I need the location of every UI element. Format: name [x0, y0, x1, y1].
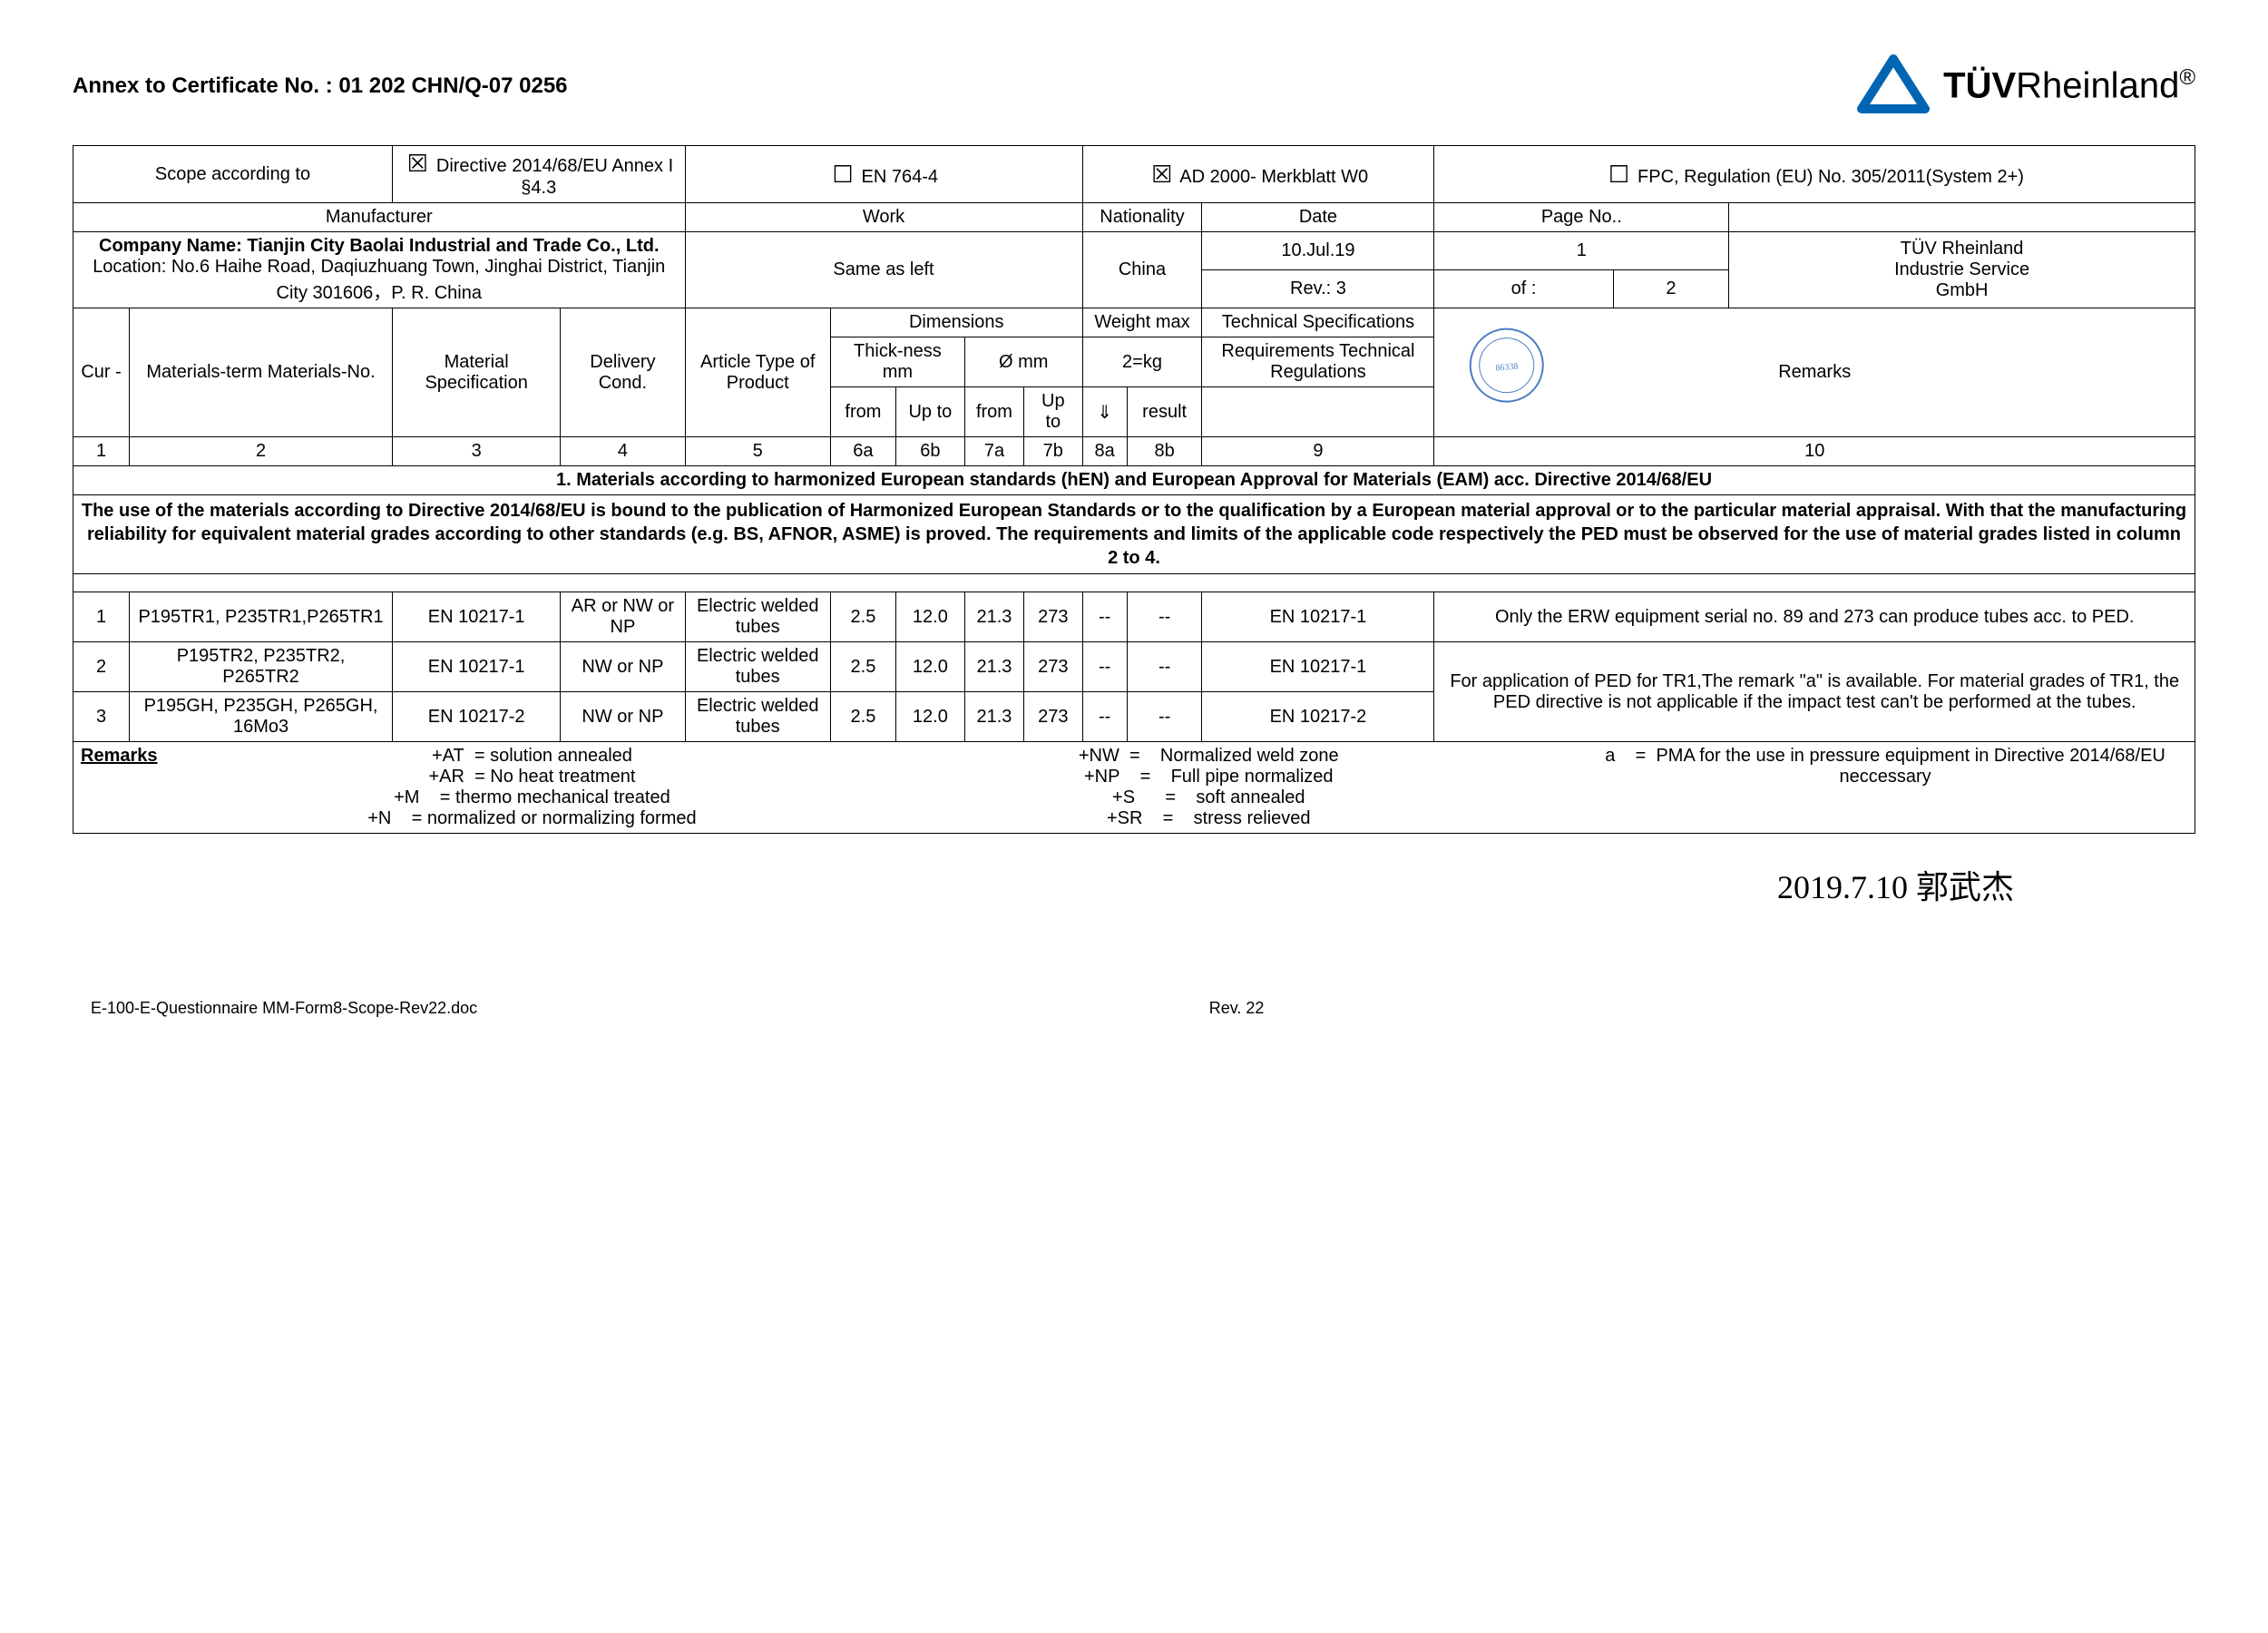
h-nationality: Nationality: [1082, 203, 1202, 232]
h-work: Work: [685, 203, 1082, 232]
ch-delivery: Delivery Cond.: [561, 308, 685, 437]
checkbox-icon: ☐: [1605, 161, 1632, 189]
scope-opt4: ☐ FPC, Regulation (EU) No. 305/2011(Syst…: [1434, 146, 2195, 203]
ch-upto1: Up to: [895, 387, 964, 437]
checkbox-checked-icon: ☒: [1149, 161, 1176, 189]
annex-title: Annex to Certificate No. : 01 202 CHN/Q-…: [73, 73, 568, 99]
nationality-cell: China: [1082, 232, 1202, 308]
ch-dimensions: Dimensions: [830, 308, 1082, 337]
col-header-row1: Cur - Materials-term Materials-No. Mater…: [73, 308, 2195, 337]
section-note: The use of the materials according to Di…: [73, 495, 2195, 574]
date-cell: 10.Jul.19: [1202, 232, 1434, 270]
ch-down: ⇓: [1082, 387, 1127, 437]
cn-8b: 8b: [1127, 437, 1202, 466]
tuv-logo: TÜVRheinland®: [1857, 54, 2195, 118]
legend-col1: +AT = solution annealed +AR = No heat tr…: [230, 746, 835, 829]
signature-text: 2019.7.10 郭武杰: [73, 861, 2195, 908]
info-values-row: Company Name: Tianjin City Baolai Indust…: [73, 232, 2195, 270]
ch-cur: Cur -: [73, 308, 130, 437]
spacer-row: [73, 574, 2195, 592]
ch-thickness: Thick-ness mm: [830, 337, 964, 387]
col-numbers-row: 1 2 3 4 5 6a 6b 7a 7b 8a 8b 9 10: [73, 437, 2195, 466]
of-label: of :: [1434, 270, 1613, 308]
manufacturer-cell: Company Name: Tianjin City Baolai Indust…: [73, 232, 686, 308]
cn-2: 2: [130, 437, 393, 466]
footer: E-100-E-Questionnaire MM-Form8-Scope-Rev…: [73, 999, 2195, 1018]
scope-label: Scope according to: [73, 146, 393, 203]
ch-from1: from: [830, 387, 895, 437]
footer-center: Rev. 22: [1209, 999, 1265, 1018]
header: Annex to Certificate No. : 01 202 CHN/Q-…: [73, 54, 2195, 118]
ch-weight: Weight max: [1082, 308, 1202, 337]
data-row-2: 2 P195TR2, P235TR2, P265TR2 EN 10217-1 N…: [73, 642, 2195, 692]
cn-9: 9: [1202, 437, 1434, 466]
org-cell: TÜV Rheinland Industrie Service GmbH: [1729, 232, 2195, 308]
ch-weight2: 2=kg: [1082, 337, 1202, 387]
ch-remarks: Remarks 86338: [1434, 308, 2195, 437]
cn-7a: 7a: [964, 437, 1023, 466]
section-heading: 1. Materials according to harmonized Eur…: [73, 466, 2195, 495]
cn-1: 1: [73, 437, 130, 466]
ch-article: Article Type of Product: [685, 308, 830, 437]
stamp-signature: 86338: [1449, 310, 1620, 422]
cn-6a: 6a: [830, 437, 895, 466]
triangle-icon: [1857, 54, 1930, 118]
remarks-label: Remarks: [81, 746, 158, 766]
cn-4: 4: [561, 437, 685, 466]
rev-cell: Rev.: 3: [1202, 270, 1434, 308]
legend-col2: +NW = Normalized weld zone +NP = Full pi…: [906, 746, 1510, 829]
scope-opt2: ☐ EN 764-4: [685, 146, 1082, 203]
work-cell: Same as left: [685, 232, 1082, 308]
ch-from2: from: [964, 387, 1023, 437]
cn-7b: 7b: [1024, 437, 1082, 466]
scope-opt1: ☒ Directive 2014/68/EU Annex I §4.3: [392, 146, 685, 203]
data-row-1: 1 P195TR1, P235TR1,P265TR1 EN 10217-1 AR…: [73, 592, 2195, 642]
ch-diameter: Ø mm: [964, 337, 1082, 387]
ch-spec: Material Specification: [392, 308, 560, 437]
cn-10: 10: [1434, 437, 2195, 466]
scope-opt3: ☒ AD 2000- Merkblatt W0: [1082, 146, 1434, 203]
of-val: 2: [1613, 270, 1729, 308]
info-header-row: Manufacturer Work Nationality Date Page …: [73, 203, 2195, 232]
cn-6b: 6b: [895, 437, 964, 466]
cn-8a: 8a: [1082, 437, 1127, 466]
h-date: Date: [1202, 203, 1434, 232]
h-blank: [1729, 203, 2195, 232]
logo-text: TÜVRheinland®: [1943, 65, 2195, 106]
cn-5: 5: [685, 437, 830, 466]
ch-result: result: [1127, 387, 1202, 437]
legend-col3: a = PMA for the use in pressure equipmen…: [1583, 746, 2187, 829]
certificate-table: Scope according to ☒ Directive 2014/68/E…: [73, 145, 2195, 834]
checkbox-checked-icon: ☒: [404, 150, 431, 178]
ch-techreq: Requirements Technical Regulations: [1202, 337, 1434, 387]
stamp-icon: 86338: [1449, 310, 1619, 415]
ch-upto2: Up to: [1024, 387, 1082, 437]
cn-3: 3: [392, 437, 560, 466]
scope-row: Scope according to ☒ Directive 2014/68/E…: [73, 146, 2195, 203]
h-manufacturer: Manufacturer: [73, 203, 686, 232]
footer-left: E-100-E-Questionnaire MM-Form8-Scope-Rev…: [91, 999, 477, 1018]
ch-materials: Materials-term Materials-No.: [130, 308, 393, 437]
checkbox-icon: ☐: [829, 161, 856, 189]
ch-blank: [1202, 387, 1434, 437]
h-pageno: Page No..: [1434, 203, 1729, 232]
legend-row: Remarks +AT = solution annealed +AR = No…: [73, 742, 2195, 834]
ch-techspec: Technical Specifications: [1202, 308, 1434, 337]
page-cell: 1: [1434, 232, 1729, 270]
svg-text:86338: 86338: [1495, 362, 1519, 374]
